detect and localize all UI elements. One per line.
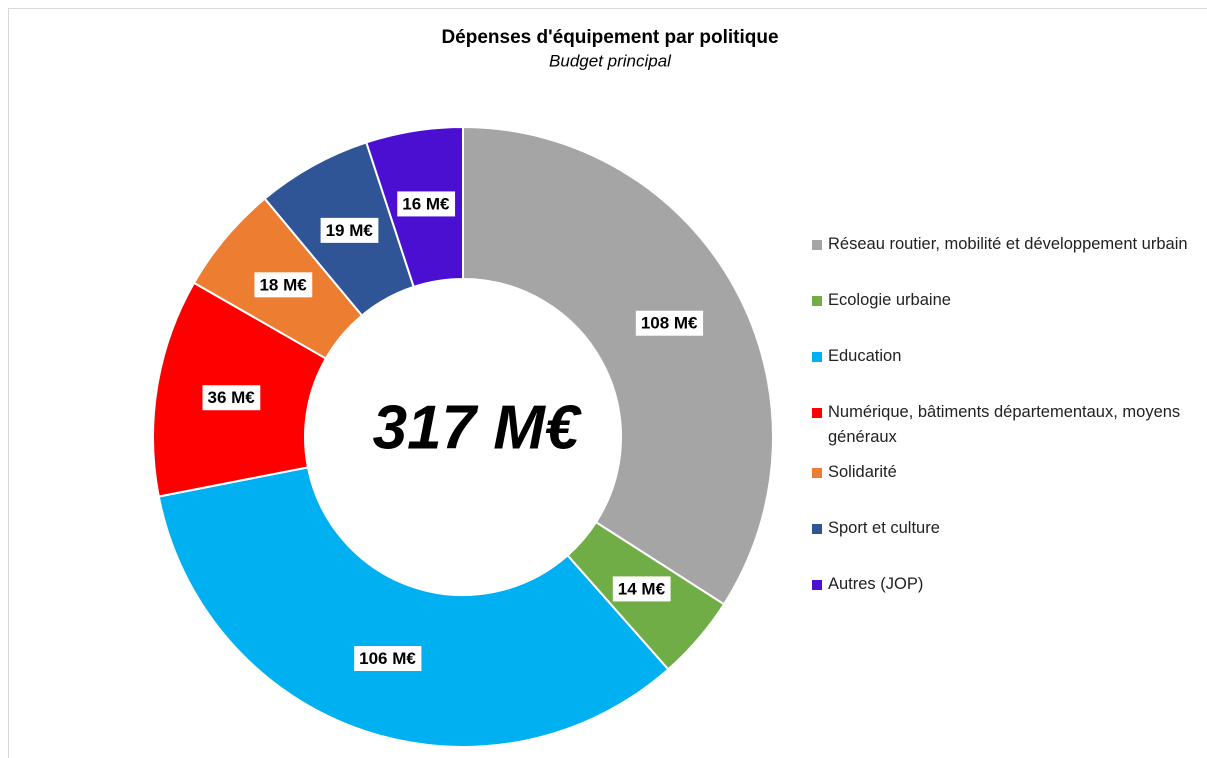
donut-slice — [157, 466, 670, 748]
data-label: 18 M€ — [259, 275, 307, 294]
center-label: 317 M€ — [373, 393, 582, 462]
legend-label: Autres (JOP) — [828, 575, 924, 593]
data-label-box — [254, 272, 313, 298]
legend-swatch — [812, 468, 822, 478]
data-label-box — [354, 646, 422, 672]
legend-label: Réseau routier, mobilité et développemen… — [828, 235, 1188, 253]
legend-label: Solidarité — [828, 463, 897, 481]
legend-swatch — [812, 296, 822, 306]
chart-subtitle: Budget principal — [549, 51, 672, 70]
legend-swatch — [812, 580, 822, 590]
legend-label: Numérique, bâtiments départementaux, moy… — [828, 403, 1181, 446]
legend-entry: Sport et culture — [812, 516, 1197, 541]
data-label: 14 M€ — [618, 579, 666, 598]
data-label: 19 M€ — [326, 221, 374, 240]
legend-swatch — [812, 352, 822, 362]
data-label-box — [612, 576, 671, 602]
data-label: 108 M€ — [641, 314, 698, 333]
legend-entry: Numérique, bâtiments départementaux, moy… — [812, 400, 1197, 450]
legend-entry: Education — [812, 344, 1197, 369]
legend-label: Ecologie urbaine — [828, 291, 951, 309]
data-label: 36 M€ — [208, 388, 256, 407]
chart-title: Dépenses d'équipement par politique — [441, 27, 778, 48]
legend-entry: Autres (JOP) — [812, 572, 1197, 597]
data-label: 16 M€ — [402, 194, 450, 213]
data-label-box — [320, 217, 379, 243]
legend-swatch — [812, 408, 822, 418]
data-label: 106 M€ — [359, 649, 416, 668]
legend-entry: Réseau routier, mobilité et développemen… — [812, 232, 1197, 257]
data-label-box — [635, 310, 704, 336]
legend-entry: Solidarité — [812, 460, 1197, 485]
data-label-box — [397, 191, 456, 217]
legend-swatch — [812, 240, 822, 250]
donut-slice — [462, 125, 774, 606]
legend-label: Education — [828, 347, 902, 365]
legend-entry: Ecologie urbaine — [812, 288, 1197, 313]
chart-frame — [8, 8, 1207, 758]
data-label-box — [202, 385, 261, 411]
legend-swatch — [812, 524, 822, 534]
legend-label: Sport et culture — [828, 519, 940, 537]
